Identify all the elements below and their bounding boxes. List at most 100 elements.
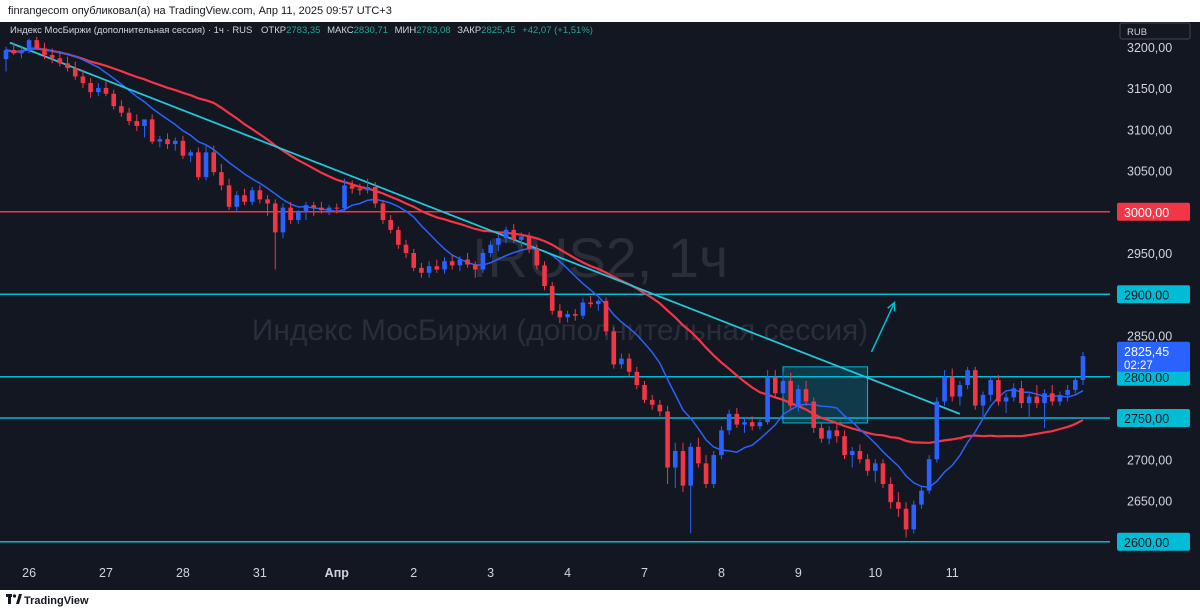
candle bbox=[834, 422, 840, 443]
candle bbox=[657, 399, 663, 417]
candle bbox=[696, 437, 701, 468]
candle bbox=[811, 397, 817, 433]
x-tick-label: 27 bbox=[99, 566, 113, 580]
x-tick-label: Апр bbox=[325, 566, 350, 580]
candle bbox=[526, 232, 532, 253]
candle bbox=[719, 426, 724, 460]
candle bbox=[942, 370, 947, 406]
candle bbox=[103, 81, 109, 97]
y-tick-label: 3050,00 bbox=[1127, 165, 1172, 179]
level-badge-2900 bbox=[1117, 285, 1190, 304]
consolidation-box-group bbox=[782, 366, 869, 424]
candle bbox=[896, 492, 901, 517]
candle bbox=[180, 135, 186, 159]
price-axis[interactable]: 3000,00 2900,00 2800,00 2750,00 2600,00 3200,… bbox=[1117, 41, 1190, 551]
candle bbox=[272, 199, 278, 270]
candle bbox=[265, 195, 270, 216]
tradingview-logo-icon bbox=[6, 590, 22, 612]
candle bbox=[688, 442, 693, 534]
chart-svg[interactable]: IRUS2, 1ч Индекс МосБиржи (дополнительна… bbox=[0, 22, 1200, 590]
candle bbox=[503, 226, 509, 244]
level-label-3000: 3000,00 bbox=[1124, 206, 1169, 220]
candle bbox=[973, 366, 978, 410]
consolidation-box bbox=[782, 366, 869, 424]
y-tick-label: 2850,00 bbox=[1127, 330, 1172, 344]
candle bbox=[1011, 383, 1017, 402]
candle bbox=[326, 205, 332, 216]
chart-background bbox=[0, 22, 1200, 590]
candle bbox=[149, 114, 155, 145]
candle bbox=[96, 83, 101, 97]
candle bbox=[611, 327, 617, 369]
candle bbox=[426, 261, 432, 278]
candle bbox=[111, 89, 116, 110]
price-chart[interactable]: IRUS2, 1ч Индекс МосБиржи (дополнительна… bbox=[0, 22, 1200, 590]
candle bbox=[1042, 389, 1047, 428]
trendline bbox=[9, 41, 961, 415]
candle bbox=[949, 368, 955, 402]
candle bbox=[980, 391, 986, 417]
candle bbox=[126, 107, 132, 126]
candle bbox=[280, 203, 286, 239]
candle bbox=[365, 178, 370, 194]
candle bbox=[580, 298, 586, 319]
legend-change: +42,07 (+1,51%) bbox=[522, 25, 593, 36]
horizontal-levels bbox=[0, 211, 1110, 543]
candle bbox=[888, 477, 893, 509]
candle bbox=[803, 380, 809, 406]
candle bbox=[457, 256, 463, 272]
level-badge-2600 bbox=[1117, 532, 1190, 551]
candle bbox=[865, 454, 870, 476]
candle bbox=[142, 119, 147, 138]
candle bbox=[157, 135, 163, 148]
candle bbox=[403, 239, 409, 258]
candle bbox=[88, 78, 93, 98]
candle bbox=[234, 191, 240, 212]
candle bbox=[165, 133, 170, 150]
candle bbox=[349, 180, 355, 194]
time-axis[interactable]: 26 27 28 31 Апр 2 3 4 7 8 9 10 11 bbox=[22, 566, 959, 580]
candle bbox=[11, 42, 16, 55]
candle bbox=[1073, 376, 1078, 394]
candle bbox=[542, 261, 547, 291]
candle bbox=[188, 149, 193, 163]
x-tick-label: 8 bbox=[718, 566, 725, 580]
projection-arrow-head bbox=[887, 300, 896, 312]
candle bbox=[788, 372, 793, 410]
candle bbox=[1065, 385, 1070, 402]
candle bbox=[334, 203, 340, 214]
candle bbox=[257, 185, 263, 204]
candle bbox=[488, 240, 493, 258]
candle bbox=[449, 254, 455, 270]
candle bbox=[649, 394, 655, 410]
candle bbox=[226, 178, 232, 211]
x-tick-label: 4 bbox=[564, 566, 571, 580]
level-badge-2800 bbox=[1117, 367, 1190, 386]
candle bbox=[396, 226, 401, 249]
candle bbox=[742, 418, 747, 433]
candle bbox=[1034, 385, 1040, 409]
candle bbox=[626, 353, 632, 377]
candle bbox=[3, 46, 9, 72]
legend-low: 2783,08 bbox=[416, 25, 450, 36]
x-tick-label: 2 bbox=[410, 566, 417, 580]
y-tick-label: 2700,00 bbox=[1127, 453, 1172, 467]
candle bbox=[765, 370, 770, 425]
candle bbox=[288, 201, 293, 225]
candle bbox=[1049, 385, 1055, 406]
candle bbox=[172, 137, 178, 151]
currency-badge-box[interactable] bbox=[1119, 22, 1191, 40]
candle bbox=[511, 224, 517, 244]
legend-close-label: ЗАКР bbox=[457, 25, 481, 36]
candle bbox=[196, 147, 201, 181]
candle bbox=[211, 145, 217, 176]
currency-badge[interactable]: RUB bbox=[1119, 22, 1191, 40]
candle bbox=[672, 442, 678, 489]
level-badge-3000 bbox=[1117, 202, 1190, 221]
candle bbox=[749, 416, 755, 431]
candle bbox=[319, 201, 324, 214]
x-tick-label: 7 bbox=[641, 566, 648, 580]
candle bbox=[342, 178, 347, 212]
candle bbox=[919, 485, 924, 509]
candle bbox=[772, 370, 778, 398]
